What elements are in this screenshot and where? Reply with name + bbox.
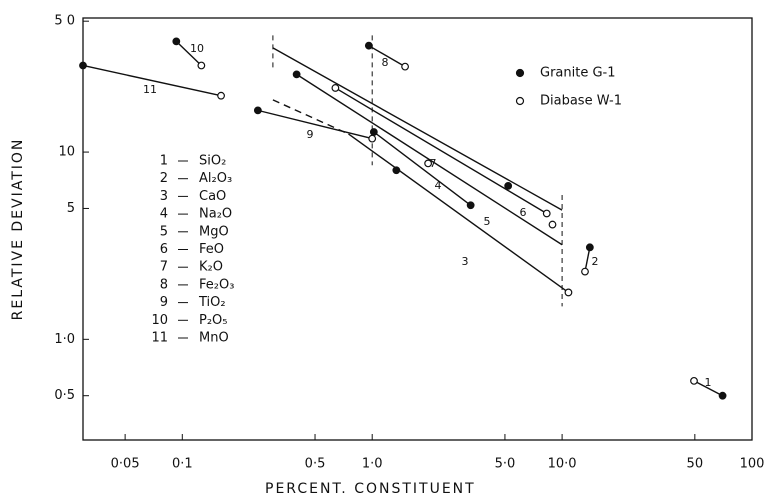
key-number: 6 — [160, 242, 168, 257]
line-label: 2 — [592, 255, 599, 268]
x-tick-label: 0·05 — [111, 457, 140, 472]
line-label: 3 — [462, 255, 469, 268]
trend-line — [296, 73, 563, 246]
point — [172, 37, 181, 46]
key-name: FeO — [199, 242, 224, 257]
trend-line — [82, 64, 222, 97]
key-name: MnO — [199, 331, 229, 346]
trend-line — [175, 40, 202, 66]
point — [79, 61, 87, 70]
x-axis-label: PERCENT. CONSTITUENT — [265, 481, 476, 497]
point — [581, 267, 589, 276]
point — [424, 159, 433, 168]
point — [253, 106, 262, 115]
legend-label: Granite G-1 — [540, 66, 616, 81]
y-tick-label: 1·0 — [54, 332, 75, 347]
x-tick-label: 100 — [740, 457, 765, 472]
point — [197, 61, 206, 70]
key-name: MgO — [199, 224, 229, 239]
trend-line — [693, 380, 723, 397]
x-tick-label: 0·1 — [172, 457, 193, 472]
key-number: 9 — [160, 295, 168, 310]
key-name: Al₂O₃ — [199, 171, 232, 186]
trend-line — [373, 131, 472, 206]
trend-line — [584, 247, 591, 272]
point — [392, 166, 401, 175]
key-number: 3 — [160, 189, 168, 204]
key-name: CaO — [199, 189, 226, 204]
legend-marker — [515, 96, 525, 106]
key-name: TiO₂ — [198, 295, 226, 310]
point — [718, 391, 727, 400]
line-label: 5 — [484, 215, 491, 228]
point — [369, 128, 378, 136]
key-number: 1 — [160, 154, 168, 169]
y-tick-label: 10 — [58, 145, 75, 160]
y-tick-label: 5 0 — [54, 14, 75, 29]
line-label: 7 — [430, 157, 437, 170]
legend-label: Diabase W-1 — [540, 94, 622, 109]
point — [331, 84, 340, 92]
key-number: 4 — [160, 207, 168, 222]
point — [401, 62, 409, 71]
point — [548, 220, 557, 229]
y-tick-label: 5 — [67, 201, 75, 216]
point — [504, 181, 513, 190]
key-name: K₂O — [199, 260, 223, 275]
x-tick-label: 0·5 — [305, 457, 326, 472]
line-label: 8 — [382, 56, 389, 69]
point — [542, 209, 551, 218]
point — [368, 134, 377, 143]
line-label: 11 — [143, 83, 157, 96]
key-number: 8 — [160, 277, 168, 292]
line-label: 1 — [705, 376, 712, 389]
trend-line — [335, 87, 548, 215]
y-axis-label: RELATIVE DEVIATION — [10, 138, 26, 321]
line-label: 4 — [435, 179, 442, 192]
x-tick-label: 5·0 — [495, 457, 516, 472]
key-name: Na₂O — [199, 207, 232, 222]
point — [585, 243, 594, 252]
key-name: SiO₂ — [199, 154, 226, 169]
trend-line — [348, 133, 569, 294]
point — [292, 70, 301, 79]
x-tick-label: 50 — [687, 457, 704, 472]
legend-marker — [515, 68, 525, 78]
key-name: Fe₂O₃ — [199, 277, 234, 292]
point — [564, 288, 573, 297]
key-number: 11 — [151, 331, 168, 346]
line-label: 9 — [307, 128, 314, 141]
key-number: 2 — [160, 171, 168, 186]
line-label: 10 — [190, 42, 204, 55]
x-tick-label: 1·0 — [362, 457, 383, 472]
trend-line — [257, 109, 373, 140]
plot-frame — [82, 17, 753, 441]
y-tick-label: 0·5 — [54, 388, 75, 403]
point — [364, 41, 373, 50]
key-number: 7 — [160, 260, 168, 275]
x-tick-label: 10·0 — [548, 457, 577, 472]
point — [217, 91, 225, 100]
trend-line — [368, 45, 406, 68]
key-name: P₂O₅ — [199, 313, 228, 328]
key-number: 10 — [151, 313, 168, 328]
trend-line — [272, 99, 349, 135]
key-number: 5 — [160, 224, 168, 239]
point — [466, 201, 475, 210]
trend-line — [272, 47, 563, 211]
point — [690, 376, 698, 385]
line-label: 6 — [520, 206, 527, 219]
